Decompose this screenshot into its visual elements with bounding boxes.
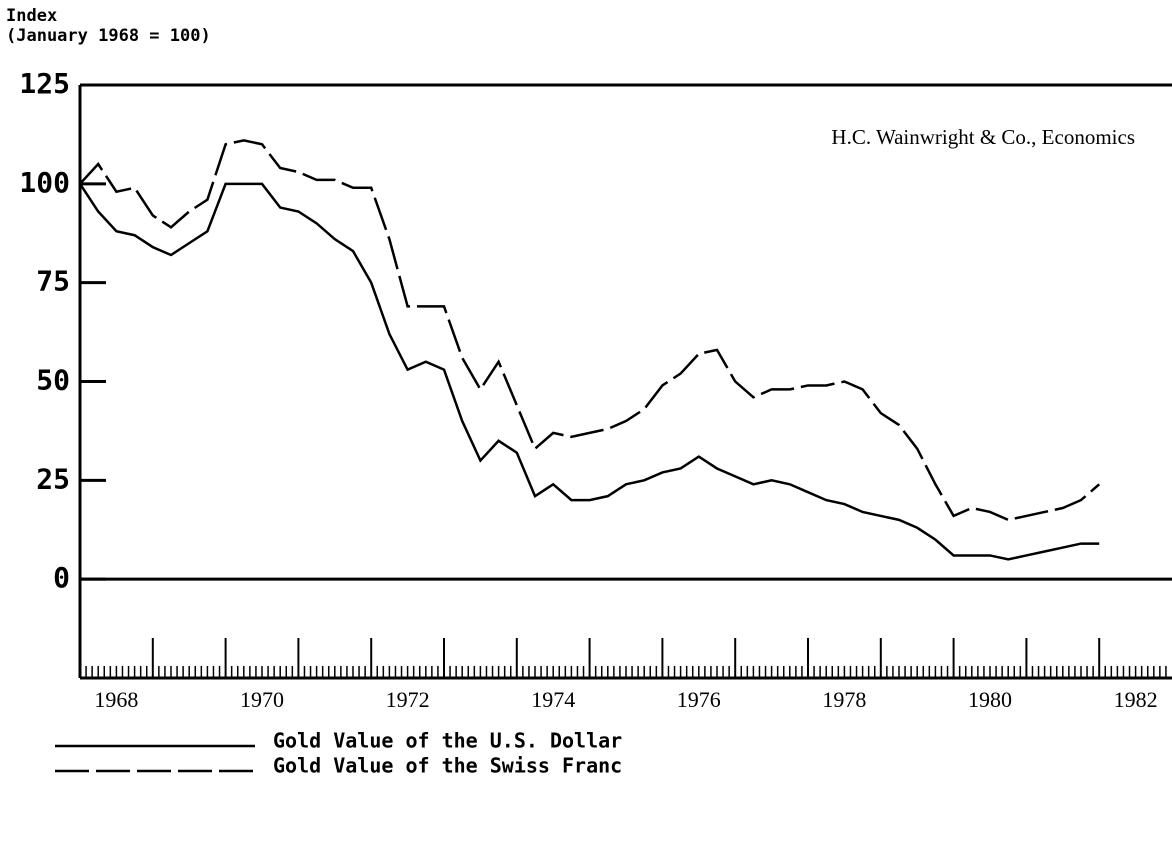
x-tick-label: 1974	[531, 687, 575, 712]
x-tick-label: 1982	[1114, 687, 1158, 712]
y-tick-label: 0	[53, 561, 70, 594]
y-axis-note: (January 1968 = 100)	[6, 26, 211, 46]
x-tick-label: 1972	[386, 687, 430, 712]
annotation: H.C. Wainwright & Co., Economics	[831, 125, 1135, 149]
y-tick-label: 75	[36, 265, 70, 298]
y-tick-label: 50	[36, 364, 70, 397]
x-tick-label: 1978	[822, 687, 866, 712]
x-tick-label: 1970	[240, 687, 284, 712]
y-axis-label: Index	[6, 6, 57, 26]
series-line	[79, 139, 1101, 522]
y-tick-label: 25	[36, 462, 70, 495]
x-tick-label: 1968	[94, 687, 138, 712]
legend-label: Gold Value of the U.S. Dollar	[273, 729, 622, 753]
legend-label: Gold Value of the Swiss Franc	[273, 754, 622, 778]
x-tick-label: 1980	[968, 687, 1012, 712]
x-tick-label: 1976	[677, 687, 721, 712]
y-tick-label: 125	[19, 67, 70, 100]
series-line	[78, 182, 1100, 561]
y-tick-label: 100	[19, 166, 70, 199]
